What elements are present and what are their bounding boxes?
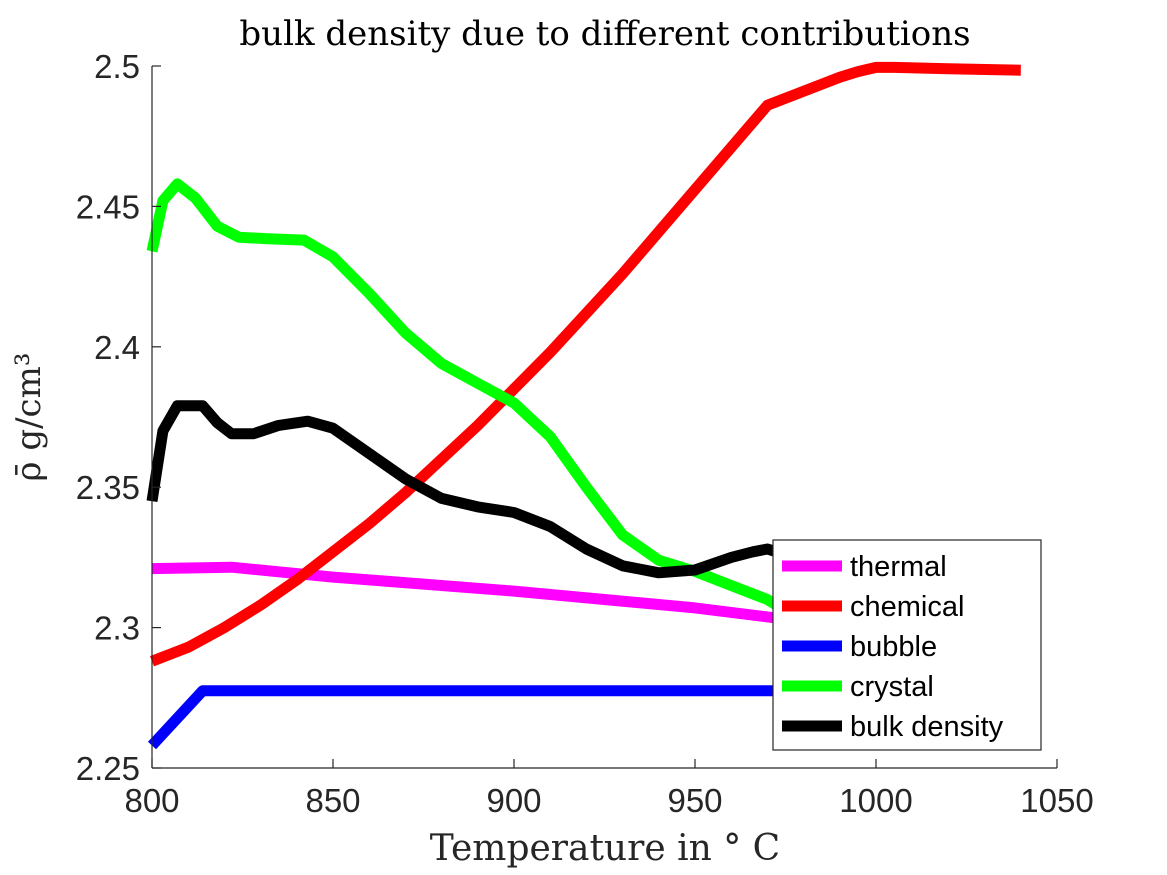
x-tick-label: 800 xyxy=(124,782,179,819)
y-tick-label: 2.3 xyxy=(94,610,140,647)
y-tick-label: 2.4 xyxy=(94,329,140,366)
x-tick-label: 1000 xyxy=(839,782,912,819)
y-tick-label: 2.35 xyxy=(76,469,140,506)
series-line-bubble xyxy=(147,685,786,750)
y-tick-label: 2.5 xyxy=(94,48,140,85)
x-tick-label: 900 xyxy=(486,782,541,819)
x-axis-label: Temperature in ° C xyxy=(430,828,780,869)
chart-title: bulk density due to different contributi… xyxy=(239,14,970,54)
x-tick-label: 1050 xyxy=(1020,782,1093,819)
series-line-bulk-density xyxy=(146,400,788,579)
legend: thermal chemical bubble crystal bulk density xyxy=(772,539,1042,751)
series-layer xyxy=(146,61,1021,750)
legend-label-chemical: chemical xyxy=(850,591,964,623)
series-line-chemical xyxy=(150,61,1021,667)
legend-label-bulk-density: bulk density xyxy=(850,711,1004,743)
y-tick-label: 2.25 xyxy=(76,750,140,787)
legend-label-crystal: crystal xyxy=(850,671,934,703)
series-line-thermal xyxy=(151,561,787,625)
y-ticks: 2.25 2.3 2.35 2.4 2.45 2.5 xyxy=(76,48,161,787)
y-tick-label: 2.45 xyxy=(76,188,140,225)
x-tick-label: 950 xyxy=(667,782,722,819)
legend-label-thermal: thermal xyxy=(850,551,947,583)
series-line-crystal xyxy=(146,178,789,616)
legend-label-bubble: bubble xyxy=(850,631,937,663)
x-ticks: 800 850 900 950 1000 1050 xyxy=(124,759,1094,819)
x-tick-label: 850 xyxy=(305,782,360,819)
y-axis-label: ρ̄ g/cm³ xyxy=(9,353,49,482)
legend-items: thermal chemical bubble crystal bulk density xyxy=(782,551,1004,743)
